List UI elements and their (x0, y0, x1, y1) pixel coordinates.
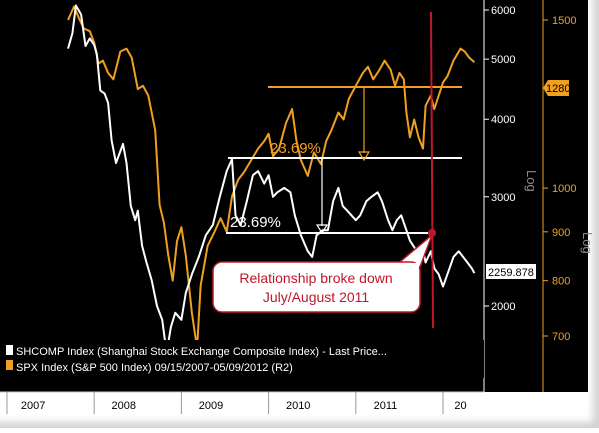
x-axis-ticks: 2007 2008 2009 2010 2011 20 (6, 392, 467, 414)
x-axis: 2007 2008 2009 2010 2011 20 (0, 391, 484, 414)
legend: SHCOMP Index (Shanghai Stock Exchange Co… (0, 340, 484, 378)
left-tick-label: 5000 (491, 54, 515, 66)
callout-text-line2: July/August 2011 (263, 289, 370, 305)
left-tick-label: 3000 (491, 192, 515, 204)
fib-arrowhead-upper (357, 151, 371, 162)
fib-label-upper: 23.69% (270, 140, 321, 157)
left-tick-label: 2000 (491, 301, 515, 313)
fib-arrowhead-lower (315, 224, 329, 235)
callout-box (212, 261, 421, 313)
right-tick-label: 1000 (552, 183, 576, 195)
right-axis-ticks: 700 800 900 1000 1500 (543, 15, 576, 343)
x-tick-label: 2010 (286, 400, 310, 412)
callout-seam (396, 263, 419, 268)
x-tick-label: 20 (454, 400, 466, 412)
fib-label-lower: 23.69% (230, 214, 281, 231)
x-tick-label: 2009 (199, 400, 223, 412)
callout-text-line1: Relationship broke down (239, 270, 392, 286)
right-axis-panel (536, 0, 588, 392)
last-value-tag-shcomp: 2259.878 (486, 264, 536, 279)
x-tick-label: 2008 (112, 400, 136, 412)
right-tick-label: 800 (552, 276, 570, 288)
plot-background (0, 0, 484, 392)
last-value-shcomp: 2259.878 (488, 267, 534, 279)
right-tick-label: 900 (552, 227, 570, 239)
x-tick-label: 2011 (374, 400, 398, 412)
left-tick-label: 6000 (491, 5, 515, 17)
right-tick-label: 700 (552, 331, 570, 343)
series-layer (67, 4, 476, 340)
left-axis-label: Log (524, 170, 539, 192)
breakdown-marker-line (430, 11, 434, 329)
legend-swatch-shcomp (6, 345, 13, 355)
series-line-spx (67, 5, 476, 340)
x-tick-label: 2007 (21, 400, 45, 412)
breakdown-point (428, 229, 436, 237)
last-value-spx: 1280.1 (546, 83, 580, 95)
legend-label-spx: SPX Index (S&P 500 Index) 09/15/2007-05/… (16, 362, 293, 374)
left-axis-panel (484, 0, 536, 392)
legend-label-shcomp: SHCOMP Index (Shanghai Stock Exchange Co… (16, 346, 387, 358)
right-axis-label: Log (580, 232, 595, 254)
right-tick-label: 1500 (552, 15, 576, 27)
legend-swatch-spx (6, 360, 13, 370)
series-line-shcomp (67, 4, 476, 340)
left-axis-ticks: 2000 3000 4000 5000 6000 (484, 5, 515, 313)
left-tick-label: 4000 (491, 114, 515, 126)
last-value-tag-spx: 1280.1 (543, 80, 580, 96)
